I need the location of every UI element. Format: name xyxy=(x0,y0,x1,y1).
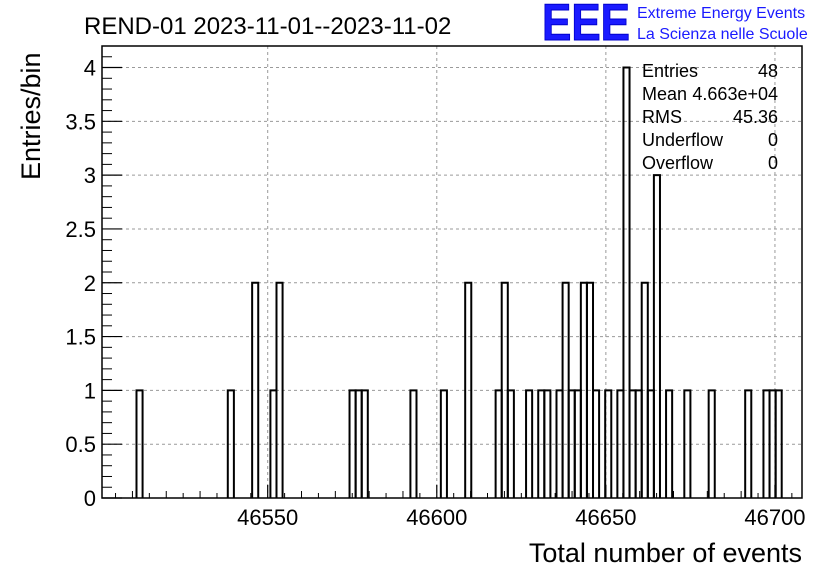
y-axis-label: Entries/bin xyxy=(16,52,46,180)
histogram-bin xyxy=(360,389,369,498)
stats-entries-value: 48 xyxy=(758,61,778,81)
histogram-bin xyxy=(464,281,473,498)
histogram-bin xyxy=(744,389,753,498)
histogram-bin xyxy=(652,174,661,498)
stats-overflow-value: 0 xyxy=(768,153,778,173)
x-tick-label: 46550 xyxy=(237,505,298,530)
stats-entries-label: Entries xyxy=(642,61,698,81)
eee-logo: EEE Extreme Energy Events La Scienza nel… xyxy=(542,0,808,53)
histogram-bin xyxy=(774,389,783,498)
stats-rms-label: RMS xyxy=(642,107,682,127)
stats-overflow-label: Overflow xyxy=(642,153,714,173)
y-tick-label: 3.5 xyxy=(65,109,96,134)
y-tick-label: 1.5 xyxy=(65,325,96,350)
grid-layer xyxy=(102,46,802,498)
histogram-bin xyxy=(707,389,716,498)
y-tick-label: 2.5 xyxy=(65,217,96,242)
x-tick-label: 46700 xyxy=(744,505,805,530)
histogram-bin xyxy=(525,389,534,498)
y-tick-label: 0 xyxy=(84,486,96,511)
x-axis-label: Total number of events xyxy=(529,538,802,568)
histogram-bin xyxy=(543,389,552,498)
y-tick-label: 4 xyxy=(84,56,96,81)
stats-rms-value: 45.36 xyxy=(733,107,778,127)
y-tick-label: 1 xyxy=(84,378,96,403)
histogram-bin xyxy=(439,389,448,498)
stats-box: Entries 48 Mean 4.663e+04 RMS 45.36 Unde… xyxy=(642,61,778,173)
histogram-bin xyxy=(665,389,674,498)
ticks-layer: 46550 46600 46650 46700 0 0.5 1 1.5 2 2.5 3 3.5 4 xyxy=(65,56,805,530)
y-tick-label: 0.5 xyxy=(65,432,96,457)
histogram-bin xyxy=(592,389,601,498)
y-tick-label: 3 xyxy=(84,163,96,188)
stats-underflow-label: Underflow xyxy=(642,130,724,150)
histogram-bin xyxy=(409,389,418,498)
logo-line-1: Extreme Energy Events xyxy=(637,5,805,22)
stats-mean-label: Mean xyxy=(642,84,687,104)
x-tick-label: 46650 xyxy=(575,505,636,530)
stats-underflow-value: 0 xyxy=(768,130,778,150)
histogram-layer xyxy=(135,66,783,498)
y-tick-label: 2 xyxy=(84,271,96,296)
plot-frame xyxy=(101,45,803,499)
chart-title: REND-01 2023-11-01--2023-11-02 xyxy=(84,13,451,40)
stats-mean-value: 4.663e+04 xyxy=(692,84,778,104)
histogram-bin xyxy=(135,389,144,498)
histogram-bin xyxy=(506,389,515,498)
histogram-bin xyxy=(275,281,284,498)
histogram-bin xyxy=(226,389,235,498)
logo-line-2: La Scienza nelle Scuole xyxy=(637,26,808,43)
histogram-bin xyxy=(604,389,613,498)
histogram-bin xyxy=(622,66,631,498)
x-tick-label: 46600 xyxy=(406,505,467,530)
eee-logo-mark: EEE xyxy=(542,0,630,52)
histogram-bin xyxy=(683,389,692,498)
histogram-bin xyxy=(251,281,260,498)
